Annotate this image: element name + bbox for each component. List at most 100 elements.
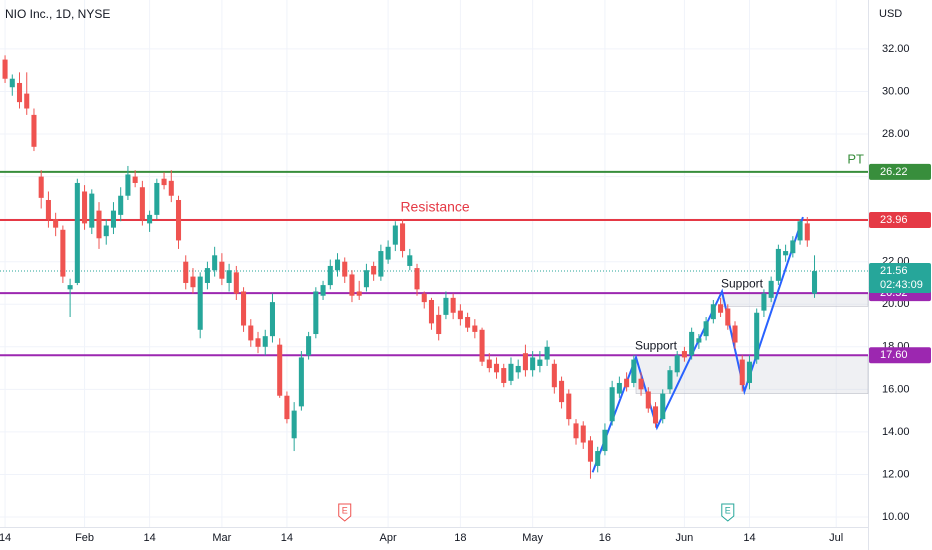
event-marker [338, 503, 352, 522]
candle-body [436, 314, 442, 335]
candle-body [82, 191, 88, 224]
candle-body [190, 276, 196, 288]
price-tag [869, 211, 931, 228]
candle-body [371, 265, 377, 275]
candle-body [45, 199, 51, 220]
candle-body [2, 59, 8, 79]
x-tick-label: 16 [599, 532, 611, 544]
candles [2, 55, 818, 479]
candle-body [428, 299, 434, 324]
candle-body [327, 265, 333, 286]
zone-label: Support [721, 276, 764, 290]
price-tag [869, 163, 931, 180]
candle-body [334, 259, 341, 271]
candle-body [342, 261, 348, 277]
candle-body [421, 293, 427, 303]
candle-body [783, 251, 789, 256]
candle-body [761, 293, 767, 311]
candle-body [616, 382, 622, 394]
candle-body [385, 246, 391, 260]
candle-body [320, 285, 326, 296]
candle-body [472, 325, 478, 332]
event-marker [721, 503, 735, 522]
candle-body [609, 387, 615, 422]
event-label: E [725, 505, 731, 515]
level-label: PT [847, 151, 864, 166]
candle-body [645, 391, 651, 409]
candle-body [298, 357, 304, 407]
candle-body [508, 363, 514, 381]
candle-body [407, 255, 413, 266]
candle-body [754, 312, 760, 360]
y-tick-label: 12.00 [882, 468, 910, 480]
candle-body [291, 410, 297, 439]
candle-body [602, 429, 608, 452]
candle-body [580, 425, 586, 443]
x-tick-label: Jul [829, 532, 843, 544]
y-tick-label: 14.00 [882, 426, 910, 438]
candle-body [624, 378, 630, 388]
candle-body [465, 317, 471, 328]
chart-title: NIO Inc., 1D, NYSE [5, 7, 110, 21]
candle-body [118, 195, 124, 215]
candle-body [544, 346, 550, 360]
candle-body [219, 261, 225, 279]
candle-body [31, 114, 37, 147]
x-tick-label: 14 [743, 532, 755, 544]
x-tick-label: Feb [75, 532, 94, 544]
candle-body [486, 359, 492, 369]
y-tick-label: 30.00 [882, 85, 910, 97]
last-price-label: 21.56 [880, 265, 908, 277]
candle-body [110, 210, 116, 228]
candle-body [537, 359, 543, 366]
candle-body [746, 361, 753, 383]
x-tick-label: 14 [143, 532, 155, 544]
candle-body [450, 297, 456, 313]
candle-body [515, 365, 521, 373]
candle-body [233, 272, 239, 294]
candle-body [501, 368, 507, 383]
candle-body [631, 359, 637, 383]
candle-body [89, 193, 95, 228]
candle-body [566, 393, 572, 420]
candle-body [790, 240, 796, 254]
candle-body [667, 370, 673, 390]
candle-body [197, 276, 203, 330]
price-tag [869, 347, 931, 364]
candle-body [204, 268, 210, 283]
candle-body [660, 393, 666, 420]
candle-body [739, 359, 745, 386]
candle-body [38, 176, 44, 198]
candle-body [689, 331, 695, 356]
candle-body [53, 219, 59, 228]
candle-body [212, 255, 218, 271]
candle-body [710, 304, 716, 320]
event-label: E [342, 505, 348, 515]
candle-body [132, 176, 138, 183]
candle-body [392, 225, 398, 245]
level-label: Resistance [400, 199, 469, 215]
candle-body [479, 329, 485, 362]
y-tick-label: 32.00 [882, 43, 910, 55]
candle-body [443, 297, 449, 315]
axis-labels: 10.0012.0014.0016.0018.0020.0022.0024.00… [0, 43, 931, 544]
y-tick-label: 28.00 [882, 128, 910, 140]
countdown-label: 02:43:09 [880, 279, 923, 291]
candle-body [24, 93, 30, 109]
candle-body [9, 78, 15, 88]
candle-body [378, 251, 384, 277]
candle-body [551, 363, 557, 388]
candle-body [559, 380, 565, 403]
candle-body [313, 291, 319, 335]
candle-body [363, 270, 369, 288]
candle-body [718, 304, 724, 313]
candle-body [262, 336, 268, 347]
candle-body [96, 210, 102, 239]
candle-body [522, 353, 528, 371]
candle-body [125, 174, 131, 196]
candle-body [154, 182, 160, 215]
candle-body [400, 223, 406, 252]
candle-body [248, 325, 254, 341]
candle-body [595, 451, 601, 466]
